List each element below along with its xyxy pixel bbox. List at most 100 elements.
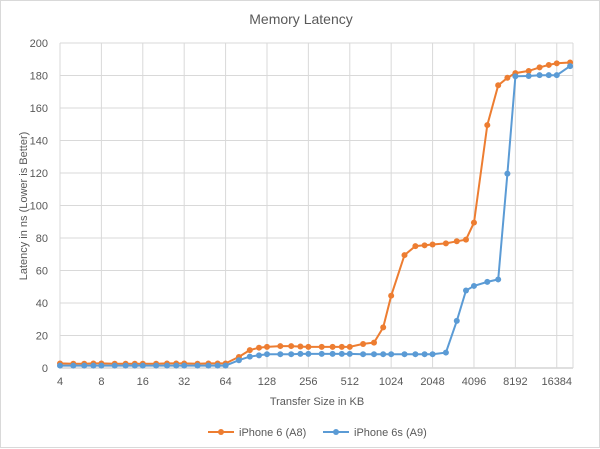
x-tick-label: 8192	[503, 376, 527, 388]
y-tick-label: 200	[30, 38, 48, 50]
legend-label: iPhone 6s (A9)	[354, 427, 427, 439]
x-tick-label: 256	[299, 376, 317, 388]
y-tick-label: 40	[36, 298, 48, 310]
data-point	[421, 351, 428, 358]
data-point	[545, 61, 552, 68]
data-point	[288, 343, 295, 350]
y-tick-label: 100	[30, 201, 48, 213]
data-point	[263, 343, 270, 350]
data-point	[181, 362, 188, 369]
data-point	[346, 343, 353, 350]
series-line	[60, 65, 571, 367]
data-point	[525, 72, 532, 79]
data-point	[277, 351, 284, 358]
x-tick-label: 16	[137, 376, 149, 388]
data-point	[545, 72, 552, 79]
data-point	[256, 352, 263, 359]
data-point	[495, 276, 502, 283]
data-point	[453, 238, 460, 245]
chart-title: Memory Latency	[249, 11, 352, 27]
data-point	[235, 357, 242, 364]
data-point	[504, 170, 511, 177]
x-tick-label: 64	[219, 376, 231, 388]
x-tick-label: 8	[98, 376, 104, 388]
data-point	[288, 351, 295, 358]
data-point	[484, 122, 491, 129]
data-point	[401, 351, 408, 358]
data-point	[462, 236, 469, 243]
data-point	[525, 67, 532, 74]
x-tick-label: 4096	[462, 376, 486, 388]
data-point	[329, 343, 336, 350]
data-point	[139, 362, 146, 369]
data-point	[297, 343, 304, 350]
data-point	[453, 317, 460, 324]
data-point	[246, 353, 253, 360]
data-point	[421, 242, 428, 249]
series-0	[57, 59, 574, 367]
data-point	[346, 350, 353, 357]
data-point	[122, 362, 129, 369]
data-point	[412, 243, 419, 250]
data-point	[263, 351, 270, 358]
series-1	[57, 63, 574, 369]
data-point	[360, 351, 367, 358]
data-point	[338, 350, 345, 357]
data-point	[256, 344, 263, 351]
data-point	[297, 350, 304, 357]
data-point	[512, 73, 519, 80]
data-point	[567, 63, 574, 70]
data-point	[173, 362, 180, 369]
data-point	[222, 362, 229, 369]
data-point	[194, 362, 201, 369]
data-point	[429, 351, 436, 358]
y-tick-label: 0	[42, 363, 48, 375]
data-point	[388, 292, 395, 299]
data-point	[495, 82, 502, 89]
x-axis-label: Transfer Size in KB	[270, 396, 364, 408]
legend-label: iPhone 6 (A8)	[239, 427, 306, 439]
data-point	[277, 343, 284, 350]
data-point	[380, 324, 387, 331]
data-point	[442, 349, 449, 356]
data-point	[111, 362, 118, 369]
data-point	[462, 287, 469, 294]
data-point	[536, 72, 543, 79]
x-tick-label: 32	[178, 376, 190, 388]
data-point	[388, 351, 395, 358]
x-tick-label: 16384	[541, 376, 572, 388]
data-point	[484, 278, 491, 285]
data-point	[81, 362, 88, 369]
data-point	[536, 64, 543, 71]
data-point	[429, 241, 436, 248]
data-point	[442, 240, 449, 247]
data-point	[98, 362, 105, 369]
data-point	[329, 350, 336, 357]
legend-marker	[218, 429, 224, 435]
data-point	[70, 362, 77, 369]
data-point	[370, 339, 377, 346]
y-axis-label: Latency in ns (Lower is Better)	[18, 132, 30, 281]
data-point	[214, 362, 221, 369]
data-point	[305, 343, 312, 350]
y-tick-label: 120	[30, 168, 48, 180]
y-tick-label: 60	[36, 266, 48, 278]
data-point	[553, 72, 560, 79]
data-point	[504, 74, 511, 81]
data-point	[370, 351, 377, 358]
data-point	[470, 219, 477, 226]
legend-marker	[333, 429, 339, 435]
data-point	[470, 282, 477, 289]
x-tick-label: 128	[258, 376, 276, 388]
data-point	[380, 351, 387, 358]
data-point	[338, 343, 345, 350]
y-tick-label: 160	[30, 103, 48, 115]
x-tick-label: 1024	[379, 376, 403, 388]
data-point	[318, 343, 325, 350]
data-point	[412, 351, 419, 358]
data-point	[246, 347, 253, 354]
data-point	[153, 362, 160, 369]
data-point	[131, 362, 138, 369]
